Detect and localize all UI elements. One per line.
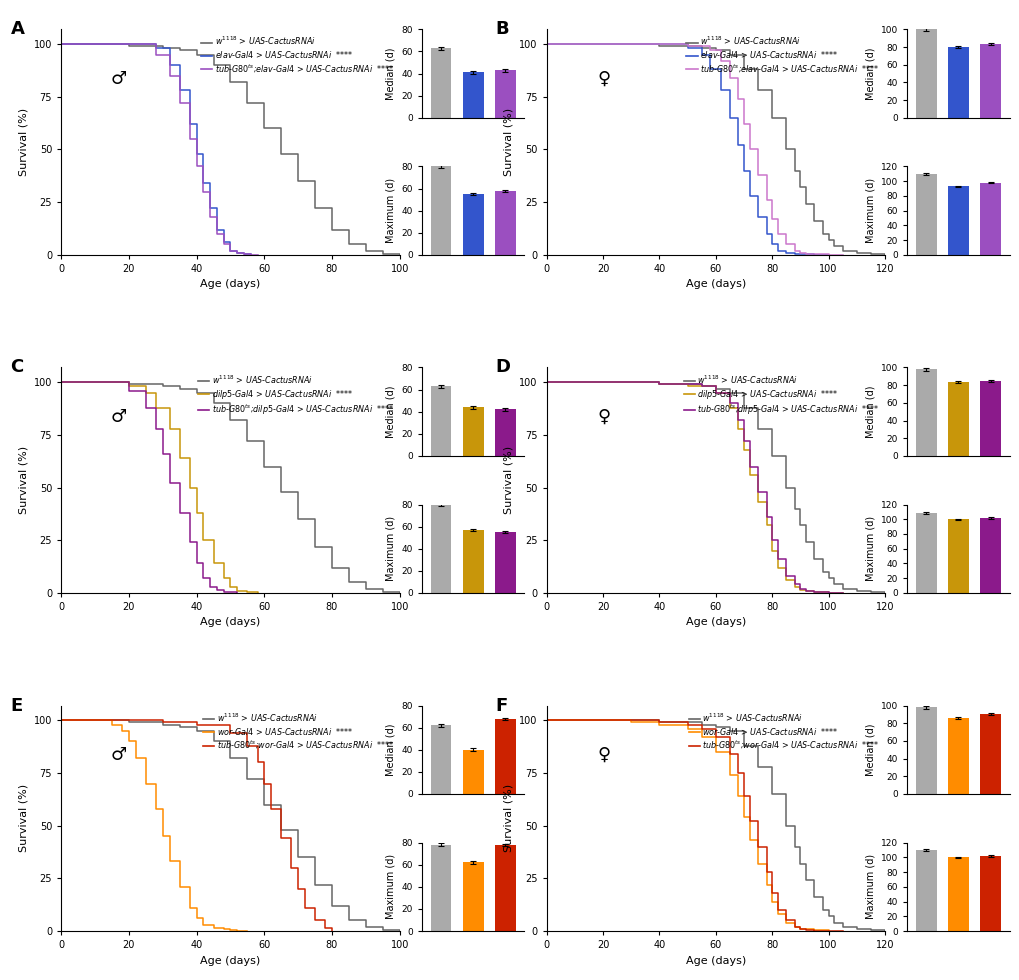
Text: ♂: ♂ bbox=[111, 746, 126, 764]
Bar bbox=[494, 532, 516, 593]
Bar bbox=[915, 29, 935, 118]
Bar bbox=[430, 386, 451, 456]
Y-axis label: Maximum (d): Maximum (d) bbox=[864, 178, 874, 243]
Bar bbox=[463, 750, 483, 794]
Text: C: C bbox=[10, 359, 23, 376]
Bar bbox=[494, 191, 516, 255]
Bar bbox=[979, 517, 1000, 593]
X-axis label: Age (days): Age (days) bbox=[685, 279, 745, 289]
Y-axis label: Maximum (d): Maximum (d) bbox=[864, 516, 874, 581]
Y-axis label: Maximum (d): Maximum (d) bbox=[385, 516, 395, 581]
Text: B: B bbox=[495, 21, 508, 38]
Bar bbox=[494, 410, 516, 456]
Bar bbox=[979, 856, 1000, 931]
Y-axis label: Maximum (d): Maximum (d) bbox=[385, 178, 395, 243]
Bar bbox=[430, 48, 451, 118]
Bar bbox=[494, 71, 516, 118]
X-axis label: Age (days): Age (days) bbox=[685, 617, 745, 627]
Bar bbox=[430, 505, 451, 593]
Y-axis label: Median (d): Median (d) bbox=[864, 723, 874, 776]
Y-axis label: Median (d): Median (d) bbox=[385, 385, 395, 438]
Bar bbox=[915, 369, 935, 456]
Y-axis label: Maximum (d): Maximum (d) bbox=[385, 855, 395, 919]
Text: ♂: ♂ bbox=[111, 70, 126, 88]
Bar bbox=[915, 514, 935, 593]
Y-axis label: Median (d): Median (d) bbox=[864, 385, 874, 438]
Legend: $w^{1118}$ > $UAS$-$CactusRNAi$, $dilp5$-$Gal4$ > $UAS$-$CactusRNAi$  ****, $tub: $w^{1118}$ > $UAS$-$CactusRNAi$, $dilp5$… bbox=[197, 371, 395, 418]
Bar bbox=[947, 47, 968, 118]
Text: A: A bbox=[10, 21, 24, 38]
Y-axis label: Median (d): Median (d) bbox=[864, 47, 874, 100]
Text: E: E bbox=[10, 697, 22, 714]
Bar bbox=[979, 714, 1000, 794]
Legend: $w^{1118}$ > $UAS$-$CactusRNAi$, $elav$-$Gal4$ > $UAS$-$CactusRNAi$  ****, $tub$: $w^{1118}$ > $UAS$-$CactusRNAi$, $elav$-… bbox=[684, 33, 880, 76]
Y-axis label: Survival (%): Survival (%) bbox=[18, 446, 29, 514]
Bar bbox=[947, 718, 968, 794]
Text: F: F bbox=[495, 697, 507, 714]
Text: D: D bbox=[495, 359, 511, 376]
Bar bbox=[979, 182, 1000, 255]
Bar bbox=[947, 186, 968, 255]
Bar bbox=[463, 862, 483, 931]
Legend: $w^{1118}$ > $UAS$-$CactusRNAi$, $dilp5$-$Gal4$ > $UAS$-$CactusRNAi$  ****, $tub: $w^{1118}$ > $UAS$-$CactusRNAi$, $dilp5$… bbox=[682, 371, 880, 418]
Y-axis label: Median (d): Median (d) bbox=[385, 47, 395, 100]
Bar bbox=[915, 173, 935, 255]
Text: ♀: ♀ bbox=[597, 746, 610, 764]
Bar bbox=[430, 167, 451, 255]
X-axis label: Age (days): Age (days) bbox=[200, 617, 260, 627]
Y-axis label: Median (d): Median (d) bbox=[385, 723, 395, 776]
Bar bbox=[915, 850, 935, 931]
Y-axis label: Survival (%): Survival (%) bbox=[18, 108, 29, 176]
Bar bbox=[494, 845, 516, 931]
Y-axis label: Survival (%): Survival (%) bbox=[503, 784, 514, 853]
Y-axis label: Survival (%): Survival (%) bbox=[503, 108, 514, 176]
Bar bbox=[947, 519, 968, 593]
Bar bbox=[494, 719, 516, 794]
Text: ♀: ♀ bbox=[597, 70, 610, 88]
Legend: $w^{1118}$ > $UAS$-$CactusRNAi$, $wor$-$Gal4$ > $UAS$-$CactusRNAi$  ****, $tub$-: $w^{1118}$ > $UAS$-$CactusRNAi$, $wor$-$… bbox=[686, 710, 880, 753]
Bar bbox=[915, 708, 935, 794]
Bar bbox=[430, 845, 451, 931]
Bar bbox=[979, 381, 1000, 456]
Bar bbox=[947, 381, 968, 456]
Bar bbox=[947, 858, 968, 931]
X-axis label: Age (days): Age (days) bbox=[200, 956, 260, 965]
Bar bbox=[463, 73, 483, 118]
Legend: $w^{1118}$ > $UAS$-$CactusRNAi$, $elav$-$Gal4$ > $UAS$-$CactusRNAi$  ****, $tub$: $w^{1118}$ > $UAS$-$CactusRNAi$, $elav$-… bbox=[200, 33, 395, 76]
Y-axis label: Survival (%): Survival (%) bbox=[503, 446, 514, 514]
X-axis label: Age (days): Age (days) bbox=[685, 956, 745, 965]
X-axis label: Age (days): Age (days) bbox=[200, 279, 260, 289]
Bar bbox=[463, 530, 483, 593]
Legend: $w^{1118}$ > $UAS$-$CactusRNAi$, $wor$-$Gal4$ > $UAS$-$CactusRNAi$  ****, $tub$-: $w^{1118}$ > $UAS$-$CactusRNAi$, $wor$-$… bbox=[202, 710, 395, 753]
Bar bbox=[979, 44, 1000, 118]
Bar bbox=[430, 725, 451, 794]
Y-axis label: Maximum (d): Maximum (d) bbox=[864, 855, 874, 919]
Bar bbox=[463, 408, 483, 456]
Y-axis label: Survival (%): Survival (%) bbox=[18, 784, 29, 853]
Bar bbox=[463, 194, 483, 255]
Text: ♂: ♂ bbox=[111, 408, 126, 426]
Text: ♀: ♀ bbox=[597, 408, 610, 426]
